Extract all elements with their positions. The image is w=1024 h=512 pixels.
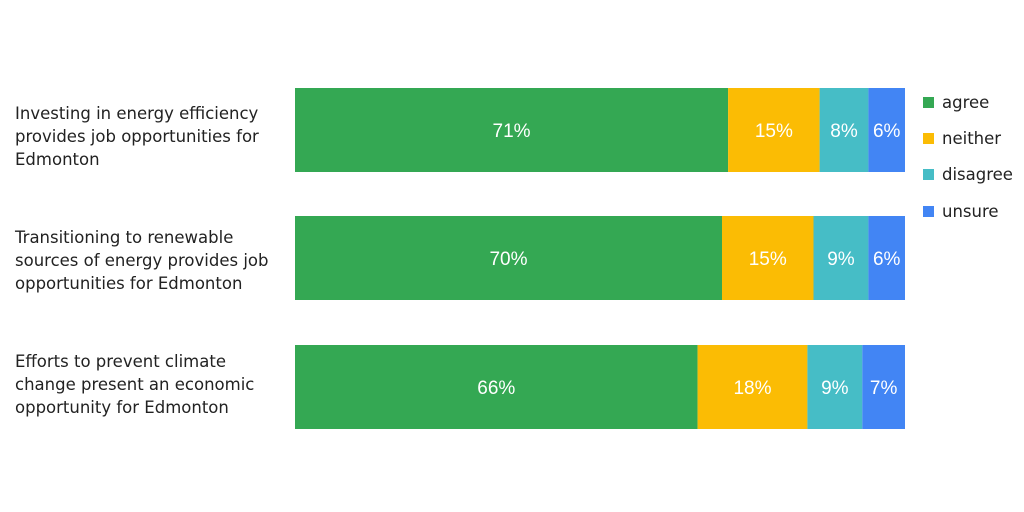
legend-label-unsure: unsure (942, 201, 999, 221)
bar-agree-1 (295, 216, 722, 300)
legend-item-disagree: disagree (923, 157, 1013, 193)
category-label-climate-change: Efforts to prevent climate change presen… (15, 352, 255, 417)
bar-agree-0 (295, 88, 729, 172)
data-label-neither-0: 15% (755, 121, 793, 142)
data-label-neither-1: 15% (749, 249, 787, 270)
legend-swatch-agree (923, 96, 934, 108)
bar-neither-1 (722, 216, 814, 300)
legend-item-neither: neither (923, 120, 1013, 156)
data-label-disagree-2: 9% (821, 378, 849, 399)
data-label-agree-0: 71% (493, 121, 531, 142)
legend-label-disagree: disagree (942, 165, 1013, 185)
data-label-neither-2: 18% (733, 378, 771, 399)
legend-label-neither: neither (942, 128, 1002, 148)
data-label-agree-1: 70% (489, 249, 527, 270)
category-label-energy-efficiency: Investing in energy efficiency provides … (15, 104, 259, 169)
bar-neither-0 (728, 88, 820, 172)
legend-swatch-neither (923, 132, 934, 144)
data-label-agree-2: 66% (477, 378, 515, 399)
data-label-disagree-0: 8% (830, 121, 858, 142)
bar-disagree-2 (807, 345, 863, 429)
data-label-unsure-1: 6% (873, 249, 901, 270)
legend-swatch-unsure (923, 205, 934, 217)
bar-unsure-0 (868, 88, 905, 172)
data-label-unsure-0: 6% (873, 121, 901, 142)
legend-swatch-disagree (923, 169, 934, 181)
data-label-disagree-1: 9% (827, 249, 855, 270)
bar-agree-2 (295, 345, 698, 429)
bar-neither-2 (697, 345, 808, 429)
legend-label-agree: agree (942, 92, 990, 112)
legend: agree neither disagree unsure (923, 84, 1013, 229)
legend-item-unsure: unsure (923, 193, 1013, 229)
bar-disagree-0 (819, 88, 869, 172)
data-label-unsure-2: 7% (870, 378, 898, 399)
bar-disagree-1 (813, 216, 869, 300)
legend-item-agree: agree (923, 84, 1013, 120)
bar-unsure-1 (868, 216, 905, 300)
category-label-renewable-energy: Transitioning to renewable sources of en… (15, 228, 269, 293)
bar-unsure-2 (862, 345, 905, 429)
